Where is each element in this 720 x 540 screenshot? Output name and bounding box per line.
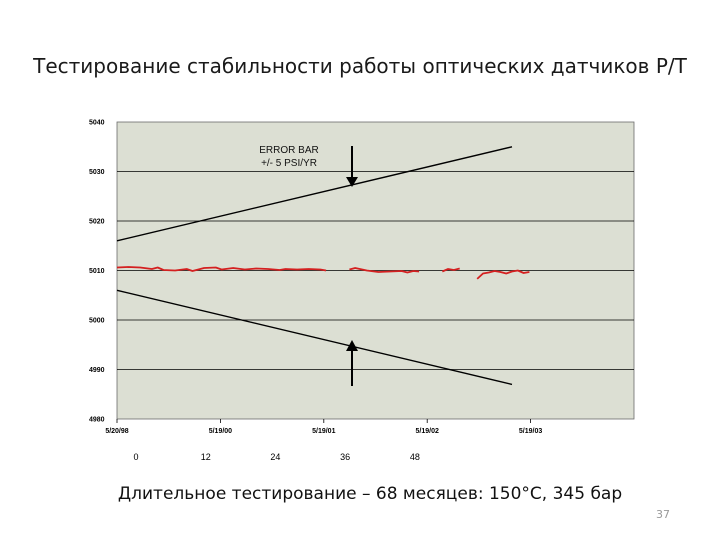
- series-measured-segment-2: [441, 267, 460, 273]
- series-measured-segment-3: [476, 269, 530, 280]
- x-axis-month-labels: 0 12 24 36 48: [133, 452, 419, 462]
- x-tick-label-0: 5/20/98: [105, 428, 128, 435]
- series-error-bar-upper: [116, 146, 513, 242]
- y-tick-label-5040: 5040: [89, 120, 105, 127]
- month-label-36: 36: [340, 452, 350, 462]
- x-tick-label-4: 5/19/03: [519, 428, 542, 435]
- arrow-down-annotation: [346, 146, 358, 187]
- x-axis-tick-labels: 5/20/98 5/19/00 5/19/01 5/19/02 5/19/03: [105, 419, 542, 435]
- series-error-bar-lower: [116, 289, 513, 386]
- month-label-12: 12: [201, 452, 211, 462]
- y-tick-label-4990: 4990: [89, 367, 105, 374]
- y-tick-label-5000: 5000: [89, 318, 105, 325]
- slide-title: Тестирование стабильности работы оптичес…: [33, 54, 687, 78]
- month-label-24: 24: [270, 452, 280, 462]
- arrow-up-annotation: [346, 340, 358, 386]
- error-bar-annotation-line1: ERROR BAR: [259, 145, 318, 156]
- page-number: 37: [656, 508, 670, 521]
- y-tick-label-5010: 5010: [89, 268, 105, 275]
- x-tick-label-3: 5/19/02: [416, 428, 439, 435]
- slide-caption: Длительное тестирование – 68 месяцев: 15…: [117, 484, 623, 504]
- series-lines: [116, 146, 530, 386]
- y-tick-label-4980: 4980: [89, 417, 105, 424]
- error-bar-annotation-line2: +/- 5 PSI/YR: [261, 158, 317, 169]
- y-tick-label-5020: 5020: [89, 219, 105, 226]
- month-label-0: 0: [133, 452, 138, 462]
- month-label-48: 48: [410, 452, 420, 462]
- x-tick-label-2: 5/19/01: [312, 428, 335, 435]
- x-tick-label-1: 5/19/00: [209, 428, 232, 435]
- series-measured-segment-1: [349, 267, 420, 274]
- y-axis-tick-labels: 5040 5030 5020 5010 5000 4990 4980: [89, 120, 105, 424]
- y-tick-label-5030: 5030: [89, 169, 105, 176]
- series-measured-segment-0: [116, 266, 327, 272]
